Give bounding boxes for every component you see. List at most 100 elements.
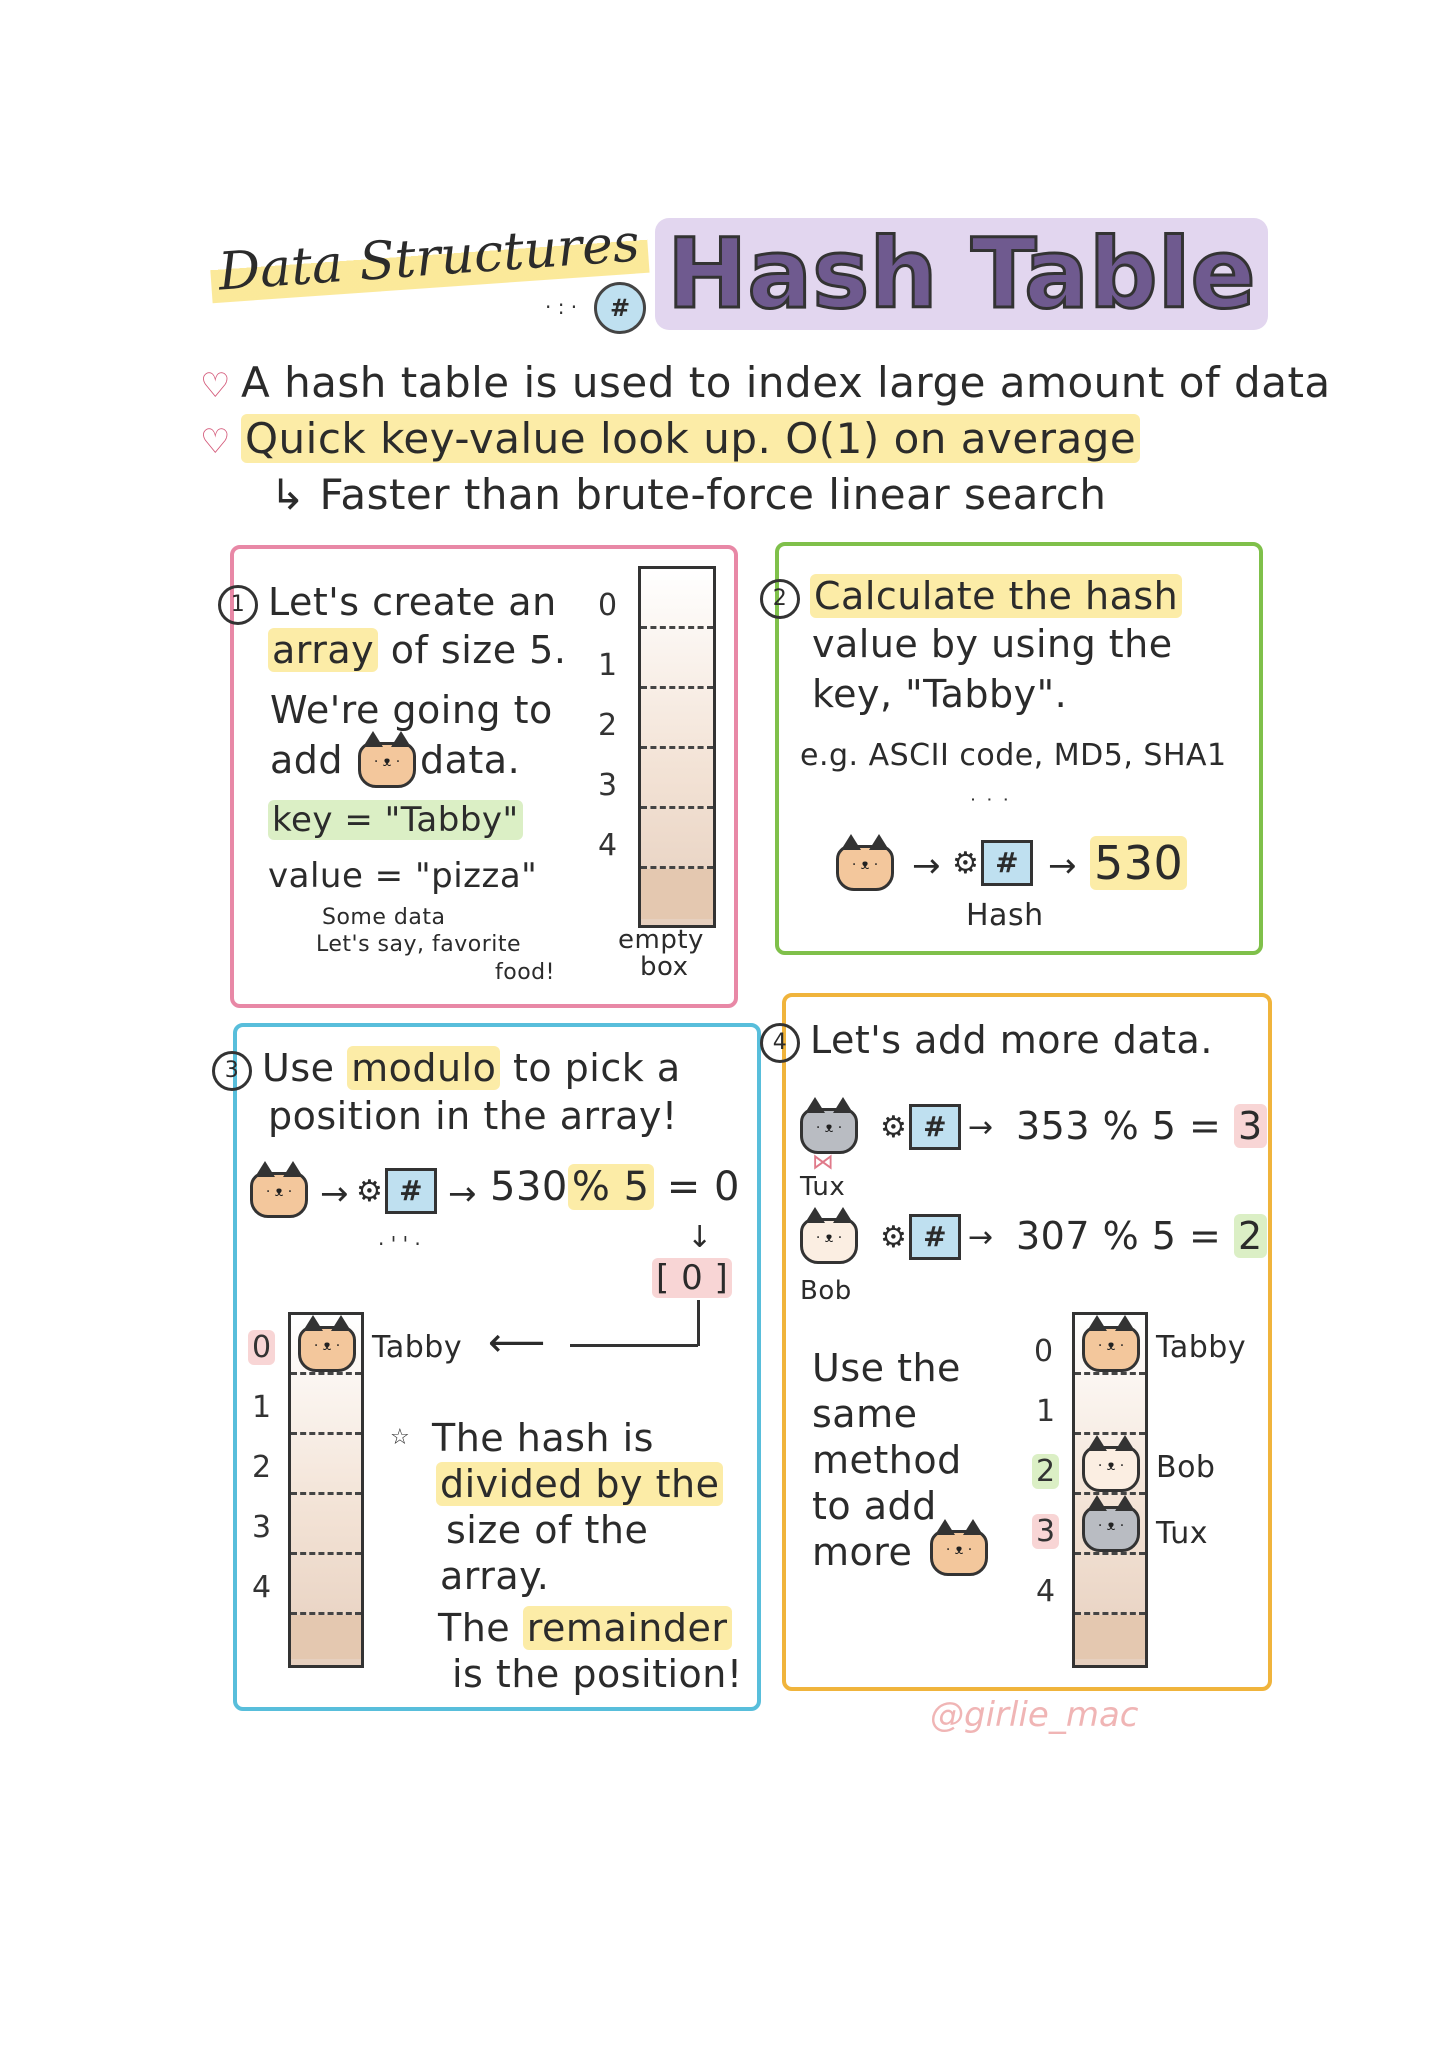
author-signature: @girlie_mac [930, 1695, 1139, 1735]
index-1: 1 [1036, 1394, 1056, 1429]
gear-icon: ⚙ [952, 845, 979, 881]
note-line4: array. [440, 1554, 550, 1598]
array-slot [1075, 1495, 1145, 1555]
size-text: of size 5. [378, 628, 567, 672]
bob-name: Bob [800, 1276, 852, 1306]
gear-icon: ⚙ [356, 1173, 383, 1209]
box-label: box [640, 952, 689, 982]
index-3: 3 [1032, 1514, 1060, 1549]
array-slot [1075, 1375, 1145, 1435]
tux-name: Tux [800, 1172, 846, 1202]
index-2: 2 [1032, 1454, 1060, 1489]
bow-icon: ⋈ [812, 1150, 834, 1175]
down-arrow-icon: ↓ [687, 1220, 713, 1255]
note-line2: divided by the [436, 1462, 724, 1506]
cat-tabby-icon: · ᴥ · [298, 1315, 356, 1372]
arrow-icon: ↳ [270, 470, 320, 519]
step-3-heading: 3 Use modulo to pick a [212, 1046, 681, 1091]
array-slot [291, 1555, 361, 1615]
heart-icon: ♡ [200, 422, 231, 462]
note-line1: The hash is [432, 1416, 654, 1460]
position-value: [ 0 ] [652, 1258, 733, 1298]
cat-icon: · ᴥ · [930, 1519, 988, 1576]
index-0: 0 [1034, 1334, 1054, 1369]
note-line2: same [812, 1392, 918, 1436]
note-line1: Use the [812, 1346, 961, 1390]
step-2-line3: key, "Tabby". [812, 672, 1068, 716]
index-2-value: 2 [1032, 1454, 1060, 1489]
hash-function: ⚙ # [356, 1168, 437, 1214]
connector-line [570, 1344, 698, 1347]
step-1-heading: 1 Let's create an [218, 580, 557, 625]
cat-tabby-icon: · ᴥ · [1082, 1315, 1140, 1372]
note-line2-text: divided by the [436, 1462, 724, 1506]
sparkle-icon: · ' ' · [378, 1232, 421, 1256]
data-word: data. [420, 738, 521, 782]
step-1-line3: We're going to [270, 688, 553, 732]
gear-icon: ⚙ [880, 1219, 907, 1255]
array-slot [641, 629, 713, 689]
bob-label: Bob [1156, 1450, 1216, 1485]
index-3: 3 [252, 1510, 272, 1545]
value-text: value = "pizza" [268, 856, 538, 896]
calc-mod: % 5 [567, 1164, 654, 1210]
array-slot [641, 809, 713, 869]
index-3: 3 [598, 768, 618, 803]
index-3-value: 3 [1032, 1514, 1060, 1549]
title-data-structures: Data Structures [208, 212, 650, 304]
left-arrow-icon: ⟵ [488, 1320, 546, 1366]
step-1-line4: add [270, 738, 343, 782]
hash-icon: # [908, 1214, 961, 1260]
calc-hash: 530 [490, 1164, 568, 1210]
cat-bob-icon: · ᴥ · [1082, 1435, 1140, 1492]
step-2-line1: Calculate the hash [810, 574, 1183, 618]
step-number: 1 [218, 584, 258, 625]
array-word: array [268, 628, 379, 672]
index-1: 1 [598, 648, 618, 683]
bullet-2-text: Quick key-value look up. O(1) on average [240, 414, 1141, 463]
note-line4: to add [812, 1484, 937, 1528]
note-line1: Some data [322, 905, 446, 930]
add-word: add [270, 738, 344, 782]
array-slot [291, 1375, 361, 1435]
box-bottom [1075, 1615, 1145, 1659]
hash-result: 530 [1090, 836, 1188, 890]
step-4-panel [782, 993, 1272, 1691]
step-4-heading: 4 Let's add more data. [760, 1018, 1213, 1063]
step-3-line2: position in the array! [268, 1094, 678, 1138]
modulo-word: modulo [347, 1046, 501, 1090]
arrow-icon: → [1048, 846, 1077, 886]
index-0: 0 [248, 1330, 276, 1365]
key-text: key = "Tabby" [268, 800, 523, 840]
array-slot [1075, 1555, 1145, 1615]
hash-icon: # [384, 1168, 437, 1214]
tux-result: 3 [1233, 1104, 1267, 1148]
use-word: Use [262, 1046, 348, 1090]
index-4: 4 [252, 1570, 272, 1605]
hash-value: 530 [1090, 836, 1188, 890]
arrow-icon: → [448, 1174, 477, 1214]
cat-tux-icon: · ᴥ · [1082, 1495, 1140, 1552]
cat-bob-icon: · ᴥ · [800, 1207, 858, 1264]
array-slot [291, 1435, 361, 1495]
array-size-5 [638, 566, 716, 928]
arrow-icon: → [320, 1174, 349, 1214]
index-2: 2 [252, 1450, 272, 1485]
connector-line [697, 1300, 700, 1346]
arrow-icon: → [968, 1110, 994, 1145]
note-line3: method [812, 1438, 962, 1482]
step-1-line1: Let's create an [268, 580, 557, 624]
bob-calc: 307 % 5 = 2 [1016, 1214, 1267, 1258]
array-slot [291, 1495, 361, 1555]
pick-text: to pick a [500, 1046, 681, 1090]
tux-calc-text: 353 % 5 = [1016, 1104, 1234, 1148]
index-0: 0 [598, 588, 618, 623]
cat-tux-icon: · ᴥ · [800, 1097, 858, 1154]
cat-tabby-icon: · ᴥ · [250, 1161, 308, 1218]
cat-tabby-icon: · ᴥ · [358, 731, 416, 788]
star-icon: ☆ [390, 1425, 411, 1450]
sparkle-icon: · : · [545, 295, 578, 319]
step-2-line2: value by using the [812, 622, 1173, 666]
calc-result: = 0 [653, 1164, 740, 1210]
the-word: The [438, 1606, 523, 1650]
